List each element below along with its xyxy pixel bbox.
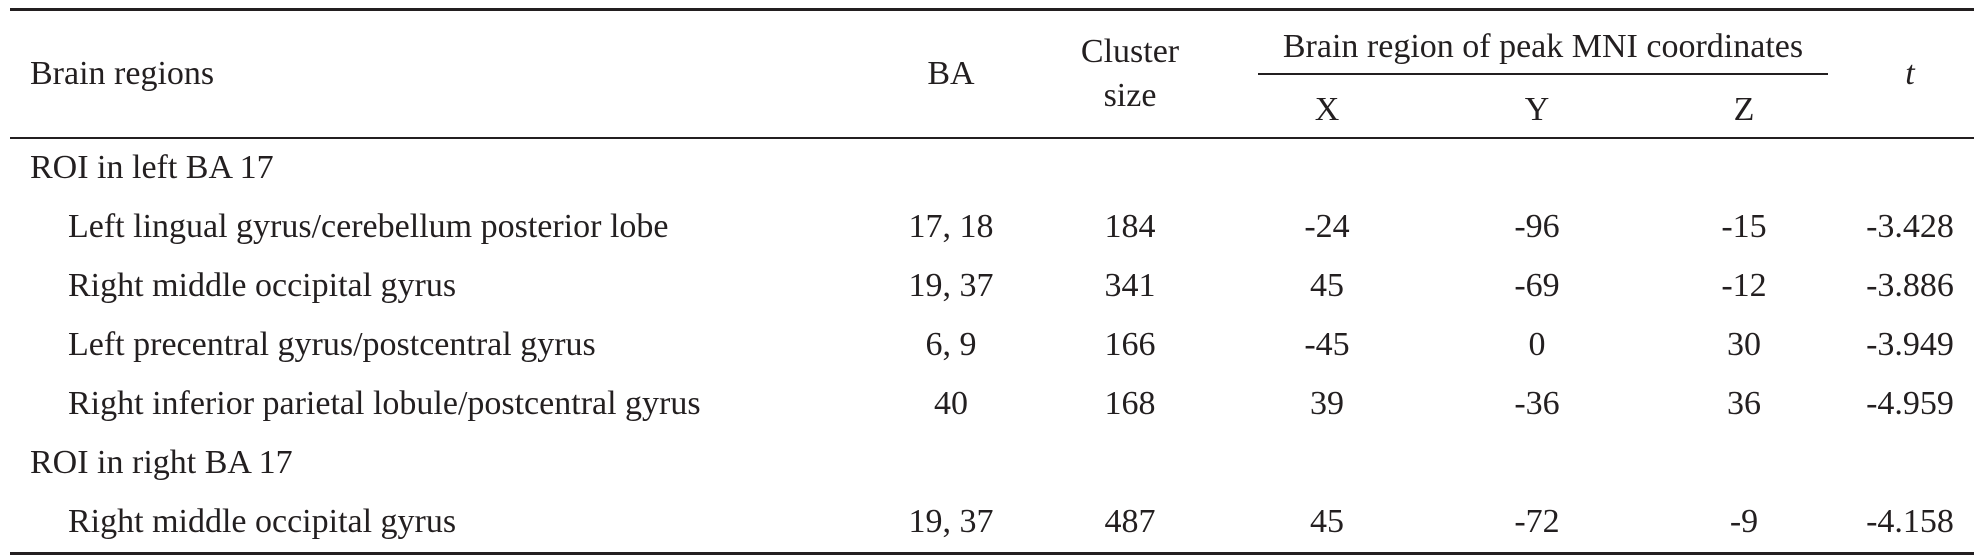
header-x: X <box>1222 83 1432 139</box>
cell-z: -9 <box>1642 493 1846 555</box>
cell-x: 45 <box>1222 493 1432 555</box>
cell-region: Right middle occipital gyrus <box>68 267 457 305</box>
cluster-size-label: Cluster size <box>1081 30 1179 118</box>
peak-mni-label: Brain region of peak MNI coordinates <box>1258 27 1828 76</box>
cell-y: -96 <box>1514 208 1560 246</box>
group-row: ROI in right BA 17 <box>10 434 1974 493</box>
cell-t: -3.949 <box>1866 326 1954 364</box>
cell-cluster-size: 184 <box>1104 208 1156 246</box>
table-body: ROI in left BA 17 Left lingual gyrus/cer… <box>10 138 1974 555</box>
header-brain-regions: Brain regions <box>10 8 864 139</box>
group-label: ROI in right BA 17 <box>30 444 293 482</box>
cell-y: 0 <box>1528 326 1546 364</box>
header-row-1: Brain regions BA Cluster size Brain regi… <box>10 8 1974 139</box>
cell-cluster-size: 341 <box>1104 267 1156 305</box>
table-row: Right inferior parietal lobule/postcentr… <box>10 375 1974 434</box>
cell-z: -15 <box>1721 208 1767 246</box>
cell-t: -4.959 <box>1866 385 1954 423</box>
group-label: ROI in left BA 17 <box>30 149 274 187</box>
cell-region: Left lingual gyrus/cerebellum posterior … <box>68 208 669 246</box>
table-row: Right middle occipital gyrus 19, 37 341 … <box>10 257 1974 316</box>
cell-ba: 19, 37 <box>908 267 994 305</box>
header-peak-mni-group: Brain region of peak MNI coordinates <box>1222 8 1846 83</box>
cell-z: 30 <box>1727 326 1761 364</box>
cell-cluster-size: 166 <box>1104 326 1156 364</box>
cell-ba: 17, 18 <box>908 208 994 246</box>
group-row: ROI in left BA 17 <box>10 138 1974 198</box>
cell-x: -45 <box>1304 326 1350 364</box>
results-table-container: Brain regions BA Cluster size Brain regi… <box>10 8 1974 555</box>
header-z: Z <box>1642 83 1846 139</box>
cell-ba: 6, 9 <box>925 326 977 364</box>
cell-y: -69 <box>1514 267 1560 305</box>
cell-z: -12 <box>1721 267 1767 305</box>
cell-x: 45 <box>1310 267 1344 305</box>
table-row: Left precentral gyrus/postcentral gyrus … <box>10 316 1974 375</box>
cluster-label-line2: size <box>1103 77 1157 114</box>
header-y: Y <box>1432 83 1642 139</box>
cell-x: 39 <box>1310 385 1344 423</box>
cluster-label-line1: Cluster <box>1080 32 1180 70</box>
cell-region: Right inferior parietal lobule/postcentr… <box>68 385 701 423</box>
cell-ba: 40 <box>934 385 968 423</box>
header-t: t <box>1846 8 1974 139</box>
cell-cluster-size: 487 <box>1038 493 1222 555</box>
table-row: Right middle occipital gyrus 19, 37 487 … <box>10 493 1974 555</box>
cell-t: -3.886 <box>1866 267 1954 305</box>
cell-ba: 19, 37 <box>864 493 1038 555</box>
cell-region: Right middle occipital gyrus <box>10 493 864 555</box>
cell-t: -4.158 <box>1846 493 1974 555</box>
table-row: Left lingual gyrus/cerebellum posterior … <box>10 198 1974 257</box>
results-table: Brain regions BA Cluster size Brain regi… <box>10 8 1974 555</box>
cell-region: Left precentral gyrus/postcentral gyrus <box>68 326 596 364</box>
cell-z: 36 <box>1727 385 1761 423</box>
header-row-2: X Y Z <box>10 83 1974 139</box>
table-header: Brain regions BA Cluster size Brain regi… <box>10 8 1974 139</box>
cell-x: -24 <box>1304 208 1350 246</box>
header-cluster-size: Cluster size <box>1038 8 1222 139</box>
header-ba: BA <box>864 8 1038 139</box>
cell-t: -3.428 <box>1866 208 1954 246</box>
cell-y: -72 <box>1432 493 1642 555</box>
cell-y: -36 <box>1514 385 1560 423</box>
cell-cluster-size: 168 <box>1104 385 1156 423</box>
